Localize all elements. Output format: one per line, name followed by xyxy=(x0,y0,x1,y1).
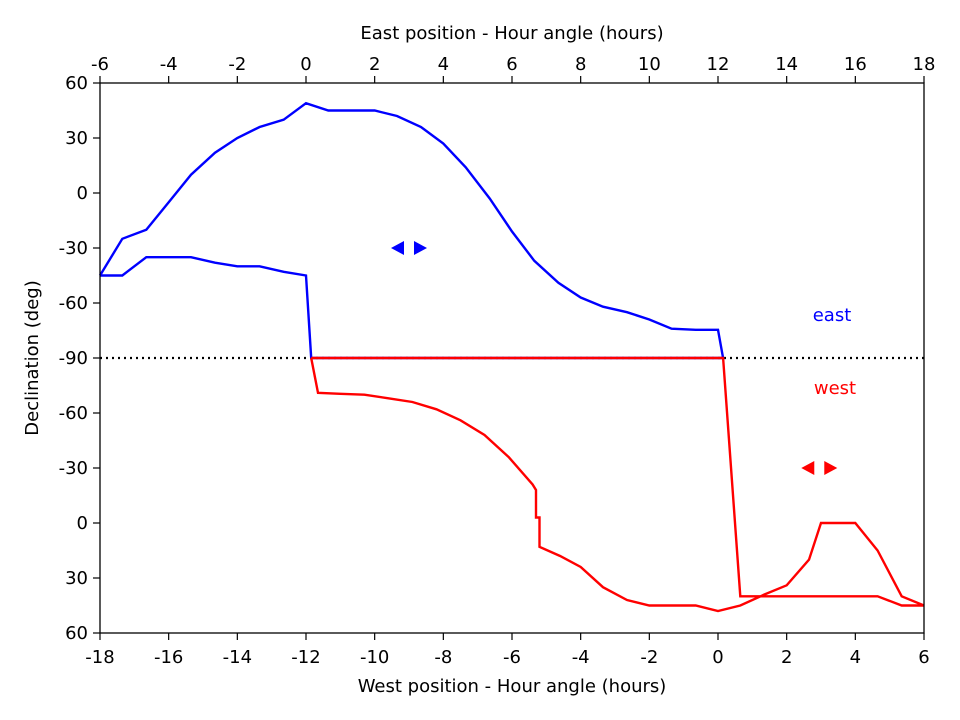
top-tick-label: -6 xyxy=(91,54,109,75)
top-tick-label: 0 xyxy=(300,54,311,75)
top-tick-label: 4 xyxy=(438,54,449,75)
y-tick-label: -60 xyxy=(59,403,88,424)
y-tick-label: -90 xyxy=(59,348,88,369)
top-tick-label: 8 xyxy=(575,54,586,75)
y-tick-label: 30 xyxy=(65,568,88,589)
bottom-tick-label: -4 xyxy=(572,647,590,668)
top-axis-label: East position - Hour angle (hours) xyxy=(360,23,663,44)
y-tick-label: -60 xyxy=(59,293,88,314)
y-tick-label: 0 xyxy=(77,513,88,534)
bottom-tick-label: 0 xyxy=(712,647,723,668)
y-tick-label: 60 xyxy=(65,73,88,94)
top-tick-label: 10 xyxy=(638,54,661,75)
bottom-tick-label: 4 xyxy=(850,647,861,668)
y-tick-label: -30 xyxy=(59,458,88,479)
west-left-arrow-icon xyxy=(801,461,815,475)
axis-layer: -6 -4 -2 0 2 4 6 8 10 12 14 16 18 -18 -16 -14 -12 -10 -8 -6… xyxy=(59,54,936,668)
top-tick-label: 6 xyxy=(506,54,517,75)
plot-layer xyxy=(98,101,925,613)
bottom-tick-label: -12 xyxy=(291,647,320,668)
top-tick-label: 16 xyxy=(844,54,867,75)
top-tick-label: 14 xyxy=(775,54,798,75)
east-right-arrow-icon xyxy=(414,241,427,255)
y-tick-label: -30 xyxy=(59,238,88,259)
bottom-tick-label: -8 xyxy=(434,647,452,668)
west-annotation: west xyxy=(814,378,856,399)
bottom-tick-label: -16 xyxy=(154,647,183,668)
west-right-arrow-icon xyxy=(824,461,838,475)
top-tick-label: 12 xyxy=(707,54,730,75)
y-tick-label: 30 xyxy=(65,128,88,149)
east-left-arrow-icon xyxy=(391,241,404,255)
top-tick-label: -4 xyxy=(160,54,178,75)
bottom-tick-label: 6 xyxy=(918,647,929,668)
bottom-tick-label: -18 xyxy=(85,647,114,668)
bottom-tick-label: 2 xyxy=(781,647,792,668)
y-tick-label: 60 xyxy=(65,623,88,644)
y-axis-label: Declination (deg) xyxy=(22,280,43,435)
east-annotation: east xyxy=(813,305,852,326)
bottom-tick-label: -14 xyxy=(223,647,252,668)
bottom-tick-label: -2 xyxy=(640,647,658,668)
east-series-line xyxy=(98,101,725,360)
bottom-axis-label: West position - Hour angle (hours) xyxy=(358,676,667,697)
y-tick-label: 0 xyxy=(77,183,88,204)
top-tick-label: 2 xyxy=(369,54,380,75)
top-tick-label: -2 xyxy=(228,54,246,75)
bottom-tick-label: -10 xyxy=(360,647,389,668)
west-series-line xyxy=(310,356,925,613)
bottom-tick-label: -6 xyxy=(503,647,521,668)
top-tick-label: 18 xyxy=(913,54,936,75)
